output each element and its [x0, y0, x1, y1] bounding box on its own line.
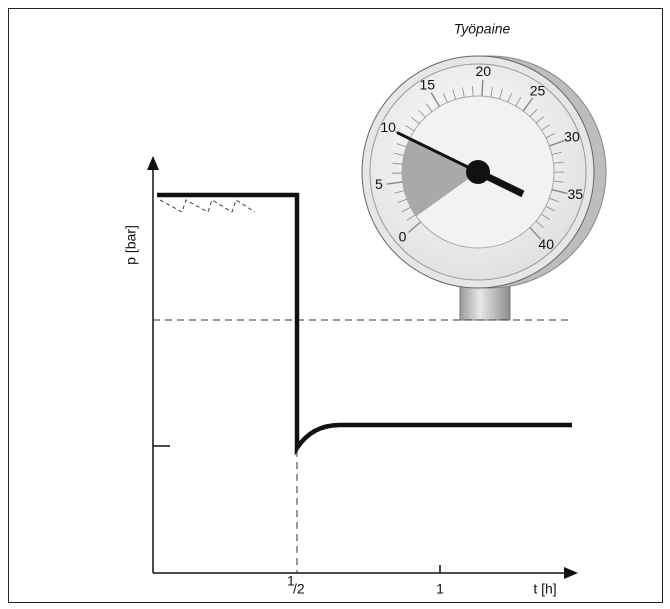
gauge-scale-tick — [418, 109, 426, 118]
gauge-scale-tick — [541, 124, 551, 131]
gauge-label: 35 — [567, 186, 583, 202]
y-arrow — [147, 156, 159, 170]
gauge-scale-tick — [452, 89, 457, 100]
gauge-scale-tick — [386, 181, 403, 185]
gauge-label: 5 — [375, 176, 383, 192]
gauge-scale-tick — [549, 139, 565, 147]
gauge-scale-tick — [442, 93, 448, 103]
gauge-scale-tick — [535, 116, 545, 124]
gauge-label: 40 — [538, 236, 554, 252]
gauge-scale-tick — [430, 92, 441, 107]
gauge-scale-tick — [397, 198, 408, 204]
gauge-label: 10 — [380, 119, 396, 135]
x-tick-label: /2 — [293, 581, 305, 597]
gauge-scale-tick — [549, 197, 559, 203]
gauge-scale-tick — [394, 190, 405, 194]
gauge-scale-tick — [545, 133, 556, 139]
gauge-scale-tick — [411, 117, 420, 125]
gauge-scale-tick — [522, 97, 534, 112]
gauge-scale-tick — [535, 220, 544, 228]
x-tick-sup: 1 — [287, 573, 295, 589]
gauge-scale-tick — [462, 87, 465, 98]
gauge-scale-tick — [408, 221, 422, 233]
gauge-scale-tick — [392, 162, 403, 165]
gauge-scale-tick — [551, 151, 562, 155]
pressure-ripple — [159, 199, 256, 213]
gauge — [361, 55, 607, 321]
gauge-scale-tick — [541, 213, 550, 220]
gauge-scale-tick — [551, 189, 568, 195]
gauge-hub — [466, 160, 490, 184]
x-axis-label: t [h] — [533, 581, 556, 597]
gauge-scale-tick — [472, 86, 474, 97]
gauge-scale-tick — [529, 109, 538, 117]
gauge-scale-tick — [396, 143, 407, 148]
gauge-scale-tick — [490, 87, 493, 98]
gauge-label: 20 — [475, 63, 491, 79]
gauge-scale-tick — [481, 80, 484, 97]
gauge-scale-tick — [405, 125, 415, 132]
gauge-needle — [396, 131, 479, 174]
pressure-curve — [157, 192, 572, 456]
gauge-scale-tick — [507, 92, 513, 103]
y-axis-label: p [bar] — [123, 225, 139, 265]
gauge-label: 30 — [564, 129, 580, 145]
gauge-title: Työpaine — [454, 21, 511, 37]
gauge-scale-tick — [406, 214, 416, 221]
gauge-scale-tick — [515, 97, 522, 107]
gauge-scale-tick — [553, 161, 564, 164]
x-arrow — [564, 567, 578, 579]
frame — [8, 8, 663, 603]
gauge-scale-tick — [401, 206, 411, 213]
gauge-scale-tick — [529, 227, 542, 240]
x-tick-label: 1 — [436, 581, 444, 597]
gauge-label: 15 — [419, 77, 435, 93]
gauge-label: 0 — [399, 228, 407, 244]
gauge-zone — [401, 138, 478, 217]
gauge-scale-tick — [393, 152, 404, 156]
gauge-scale-tick — [425, 103, 433, 112]
gauge-label: 25 — [530, 82, 546, 98]
gauge-scale-tick — [545, 206, 555, 212]
gauge-scale-tick — [499, 89, 503, 100]
gauge-scale-tick — [553, 180, 564, 183]
